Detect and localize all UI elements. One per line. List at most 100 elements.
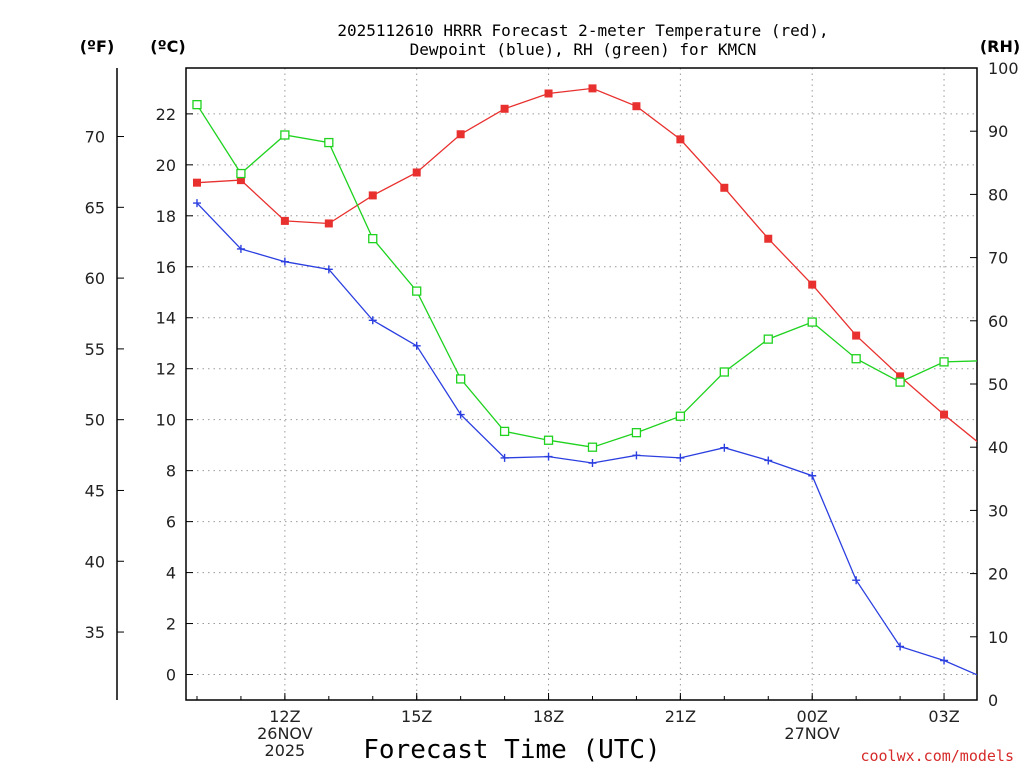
rh-tick-label: 30 — [988, 501, 1008, 520]
rh-point — [587, 442, 598, 452]
x-tick-label: 18Z — [533, 707, 564, 726]
dewpoint-point — [676, 453, 685, 462]
dewpoint-point — [236, 244, 245, 253]
celsius-unit-label: (ºC) — [150, 37, 185, 56]
dewpoint-point — [368, 316, 377, 325]
temperature-point — [852, 331, 861, 340]
dewpoint-point — [808, 471, 817, 480]
rh-tick-label: 100 — [988, 59, 1019, 78]
rh-point — [324, 137, 334, 148]
dewpoint-point — [896, 642, 905, 651]
fahrenheit-unit-label: (ºF) — [80, 37, 115, 56]
plot-frame — [185, 67, 978, 701]
dewpoint-point — [720, 443, 729, 452]
rh-point — [543, 435, 554, 445]
temperature-point — [324, 219, 333, 228]
rh-tick-label: 0 — [988, 691, 998, 710]
temperature-point — [280, 216, 289, 225]
dewpoint-point — [852, 576, 861, 585]
celsius-tick-label: 14 — [156, 309, 176, 328]
rh-point — [499, 426, 510, 437]
temperature-point — [456, 130, 465, 139]
rh-point — [895, 377, 905, 387]
temperature-point — [368, 191, 377, 200]
temperature-point — [544, 89, 553, 98]
rh-point — [807, 317, 817, 327]
dewpoint-point — [412, 341, 421, 350]
temperature-point — [940, 410, 949, 419]
celsius-tick-label: 22 — [156, 105, 176, 124]
temperature-series-line — [196, 87, 977, 443]
dewpoint-series-line — [196, 202, 977, 676]
celsius-tick-label: 6 — [166, 513, 176, 532]
dewpoint-point — [192, 199, 201, 208]
chart-title-line-2: Dewpoint (blue), RH (green) for KMCN — [410, 40, 757, 59]
temperature-point — [764, 234, 773, 243]
dewpoint-point — [544, 452, 553, 461]
series-layer — [192, 84, 992, 684]
temperature-point — [412, 168, 421, 177]
celsius-tick-label: 4 — [166, 564, 176, 583]
dewpoint-point — [984, 676, 992, 684]
x-tick-label: 00Z — [797, 707, 828, 726]
rh-point — [851, 354, 861, 364]
rh-point — [192, 100, 202, 110]
fahrenheit-tick-label: 65 — [85, 198, 105, 217]
dewpoint-point — [500, 453, 509, 462]
grid-layer — [186, 68, 977, 700]
fahrenheit-tick-label: 70 — [85, 128, 105, 147]
rh-point — [412, 286, 422, 296]
celsius-tick-label: 18 — [156, 207, 176, 226]
celsius-tick-label: 8 — [166, 462, 176, 481]
rh-tick-label: 50 — [988, 375, 1008, 394]
x-tick-label: 15Z — [401, 707, 432, 726]
dewpoint-point — [940, 656, 949, 665]
rh-point — [719, 367, 729, 377]
x-tick-label: 2025 — [265, 741, 306, 760]
fahrenheit-tick-label: 60 — [85, 269, 105, 288]
temperature-point — [808, 280, 817, 289]
dewpoint-point — [632, 451, 641, 460]
temperature-point — [236, 176, 245, 185]
x-tick-label: 12Z — [269, 707, 300, 726]
temperature-point — [588, 84, 597, 93]
rh-point — [984, 357, 992, 365]
temperature-point — [632, 102, 641, 111]
fahrenheit-tick-label: 45 — [85, 481, 105, 500]
rh-tick-label: 10 — [988, 628, 1008, 647]
x-axis-title: Forecast Time (UTC) — [363, 735, 660, 765]
fahrenheit-tick-label: 35 — [85, 623, 105, 642]
celsius-tick-label: 16 — [156, 258, 176, 277]
credit-link[interactable]: coolwx.com/models — [860, 747, 1014, 765]
rh-point — [631, 428, 642, 438]
chart-title-line-1: 2025112610 HRRR Forecast 2-meter Tempera… — [337, 21, 828, 40]
x-tick-label: 26NOV — [257, 724, 313, 743]
dewpoint-point — [764, 456, 773, 465]
temperature-point — [896, 372, 905, 381]
celsius-tick-label: 10 — [156, 411, 176, 430]
temperature-point — [500, 104, 509, 113]
rh-point — [368, 233, 378, 244]
x-tick-label: 03Z — [928, 707, 959, 726]
temperature-point — [192, 178, 201, 187]
dewpoint-point — [280, 257, 289, 266]
rh-series-line — [196, 104, 977, 448]
rh-tick-label: 70 — [988, 249, 1008, 268]
rh-point — [763, 334, 773, 344]
dewpoint-point — [588, 459, 597, 467]
dewpoint-point — [456, 410, 465, 419]
x-tick-label: 27NOV — [784, 724, 840, 743]
fahrenheit-tick-label: 55 — [85, 340, 105, 359]
rh-unit-label: (RH) — [980, 37, 1020, 56]
fahrenheit-tick-label: 50 — [85, 411, 105, 430]
celsius-tick-label: 2 — [166, 615, 176, 634]
rh-point — [675, 411, 686, 421]
fahrenheit-tick-label: 40 — [85, 552, 105, 571]
dewpoint-point — [324, 265, 333, 274]
rh-point — [236, 168, 246, 179]
temperature-point — [720, 183, 729, 192]
rh-tick-label: 90 — [988, 122, 1008, 141]
